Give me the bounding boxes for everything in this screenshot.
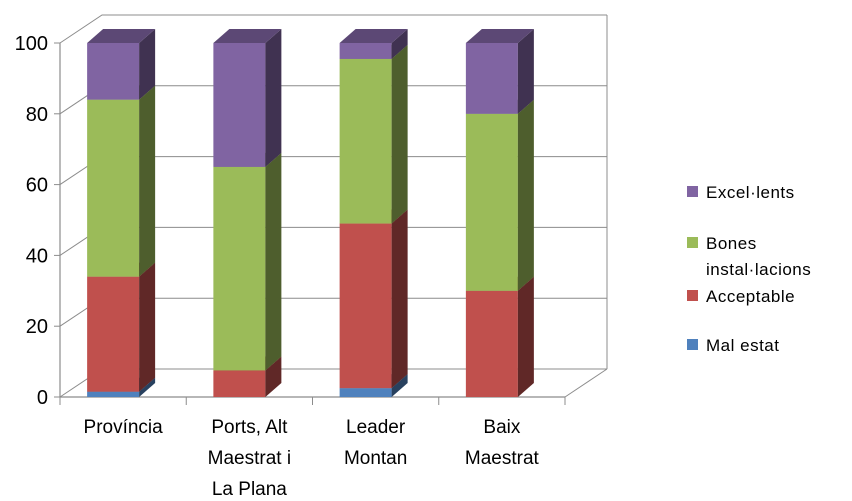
bar-side — [265, 29, 282, 167]
bar-segment-3-2 — [465, 99, 534, 291]
bar-segment-2-1 — [339, 209, 408, 389]
bar-front — [87, 391, 140, 397]
x-label-3-0: Baix — [483, 417, 520, 438]
bar-front — [465, 43, 518, 114]
bar-segment-1-3 — [213, 29, 282, 167]
bar-front — [339, 58, 392, 224]
bar-front — [213, 370, 266, 397]
legend-swatch — [687, 339, 698, 350]
bar-front — [87, 43, 140, 100]
bar-side — [391, 374, 408, 397]
bar-segment-2-3 — [339, 29, 408, 59]
bar-side — [517, 276, 534, 397]
bar-front — [339, 388, 392, 397]
legend: Excel·lents Bones instal·lacions Acceptable… — [687, 183, 811, 355]
bar-side — [391, 209, 408, 389]
y-tick-label-20: 20 — [26, 316, 48, 338]
x-label-1-0: Ports, Alt — [211, 417, 288, 438]
bar-front — [213, 166, 266, 371]
bar-top — [213, 29, 282, 43]
bar-segment-0-1 — [87, 262, 156, 392]
y-tick-label-100: 100 — [15, 33, 48, 55]
bar-segment-3-3 — [465, 29, 534, 114]
bar-front — [465, 113, 518, 291]
bar-side — [265, 152, 282, 371]
bar-front — [213, 43, 266, 167]
x-label-3-1: Maestrat — [465, 448, 540, 469]
x-category-labels: Província Ports, Alt Maestrat i La Plana Lea… — [84, 417, 540, 500]
y-tick-label-80: 80 — [26, 104, 48, 126]
bars — [87, 29, 534, 397]
bar-top — [465, 29, 534, 43]
legend-swatch — [687, 186, 698, 197]
bar-front — [87, 99, 140, 277]
bar-segment-1-2 — [213, 152, 282, 371]
legend-label: Excel·lents — [706, 183, 795, 202]
bar-front — [465, 290, 518, 397]
gridline-100 — [59, 14, 607, 44]
legend-item-2: Acceptable — [687, 287, 795, 306]
bar-segment-0-3 — [87, 29, 156, 100]
legend-item-0: Excel·lents — [687, 183, 795, 202]
bar-top — [87, 29, 156, 43]
legend-item-1: Bones instal·lacions — [687, 234, 811, 279]
x-label-2-1: Montan — [344, 448, 407, 469]
legend-label: Bones — [706, 234, 757, 253]
floor-right-edge — [564, 368, 608, 398]
legend-item-3: Mal estat — [687, 336, 779, 355]
bar-front — [339, 223, 392, 389]
bar-side — [391, 44, 408, 224]
bar-top — [339, 29, 408, 43]
bar-segment-3-1 — [465, 276, 534, 397]
y-tick-label-40: 40 — [26, 245, 48, 267]
x-label-2-0: Leader — [346, 417, 406, 438]
bar-side — [517, 99, 534, 291]
bar-front — [87, 276, 140, 392]
x-label-1-2: La Plana — [212, 479, 287, 500]
bar-segment-0-2 — [87, 85, 156, 277]
y-tick-label-0: 0 — [37, 387, 48, 409]
bar-side — [391, 29, 408, 59]
bar-front — [339, 43, 392, 59]
y-tick-label-60: 60 — [26, 175, 48, 197]
bar-segment-2-2 — [339, 44, 408, 224]
bar-side — [139, 29, 156, 100]
legend-label: Acceptable — [706, 287, 795, 306]
x-label-1-1: Maestrat i — [208, 448, 291, 469]
legend-swatch — [687, 290, 698, 301]
bar-side — [139, 85, 156, 277]
bar-side — [517, 29, 534, 114]
bar-side — [139, 377, 156, 397]
legend-swatch — [687, 237, 698, 248]
bar-side — [265, 356, 282, 397]
bar-side — [139, 262, 156, 392]
x-label-0-0: Província — [84, 417, 164, 438]
legend-label: instal·lacions — [706, 260, 811, 279]
y-tick-labels: 0 20 40 60 80 100 — [15, 33, 48, 409]
legend-label: Mal estat — [706, 336, 779, 355]
